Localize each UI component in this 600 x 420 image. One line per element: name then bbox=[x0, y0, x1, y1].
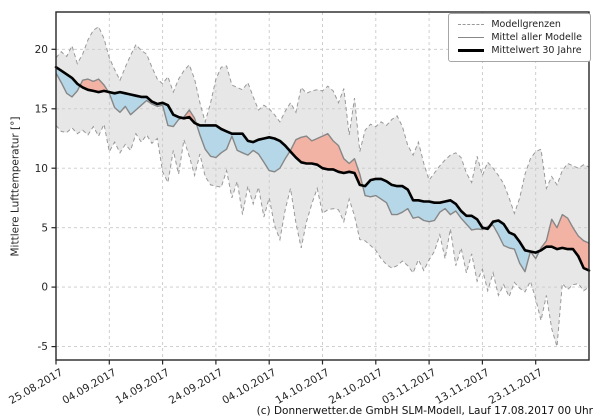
x-tick-label: 03.11.2017 bbox=[380, 366, 438, 406]
colder-than-normal-fill bbox=[108, 91, 183, 127]
legend-item-mittel-aller-modelle: Mittel aller Modelle bbox=[458, 31, 582, 44]
black-line-swatch-icon bbox=[458, 49, 485, 52]
colder-than-normal-fill bbox=[196, 123, 291, 172]
x-tick-label: 23.11.2017 bbox=[487, 366, 545, 406]
legend: Modellgrenzen Mittel aller Modelle Mitte… bbox=[448, 13, 591, 62]
colder-than-normal-fill bbox=[362, 178, 485, 230]
model-mean-line bbox=[55, 72, 590, 273]
model-bounds-lower-line bbox=[55, 122, 590, 347]
mean30-line bbox=[54, 65, 591, 272]
x-tick-label: 14.09.2017 bbox=[114, 366, 172, 406]
y-tick-label: 15 bbox=[35, 103, 48, 115]
colder-than-normal-fill bbox=[56, 67, 80, 97]
model-bounds-upper-line bbox=[55, 25, 590, 215]
y-tick-label: 0 bbox=[41, 282, 48, 294]
x-tick-label: 04.10.2017 bbox=[220, 366, 278, 406]
legend-item-mittelwert-30-jahre: Mittelwert 30 Jahre bbox=[458, 44, 582, 57]
x-tick-label: 13.11.2017 bbox=[433, 366, 491, 406]
dashed-line-swatch-icon bbox=[458, 24, 485, 25]
footer-credit: (c) Donnerwetter.de GmbH SLM-Modell, Lau… bbox=[256, 405, 593, 417]
x-tick-label: 24.10.2017 bbox=[327, 366, 385, 406]
legend-label: Mittel aller Modelle bbox=[491, 32, 582, 43]
legend-label: Mittelwert 30 Jahre bbox=[491, 45, 582, 56]
y-axis-label: Mittlere Lufttemperatur [°] bbox=[9, 116, 22, 257]
legend-item-modellgrenzen: Modellgrenzen bbox=[458, 18, 582, 31]
gray-line-swatch-icon bbox=[458, 37, 485, 38]
y-tick-label: 10 bbox=[35, 163, 48, 175]
y-tick-label: 5 bbox=[41, 222, 48, 234]
colder-than-normal-fill bbox=[489, 220, 531, 272]
x-tick-label: 24.09.2017 bbox=[167, 366, 225, 406]
legend-label: Modellgrenzen bbox=[491, 19, 561, 30]
x-tick-label: 14.10.2017 bbox=[274, 366, 332, 406]
x-tick-label: 25.08.2017 bbox=[7, 366, 65, 406]
x-tick-label: 04.09.2017 bbox=[60, 366, 118, 406]
y-tick-label: 20 bbox=[35, 44, 48, 56]
y-tick-label: -5 bbox=[38, 341, 48, 353]
warmer-than-normal-fill bbox=[539, 214, 589, 271]
